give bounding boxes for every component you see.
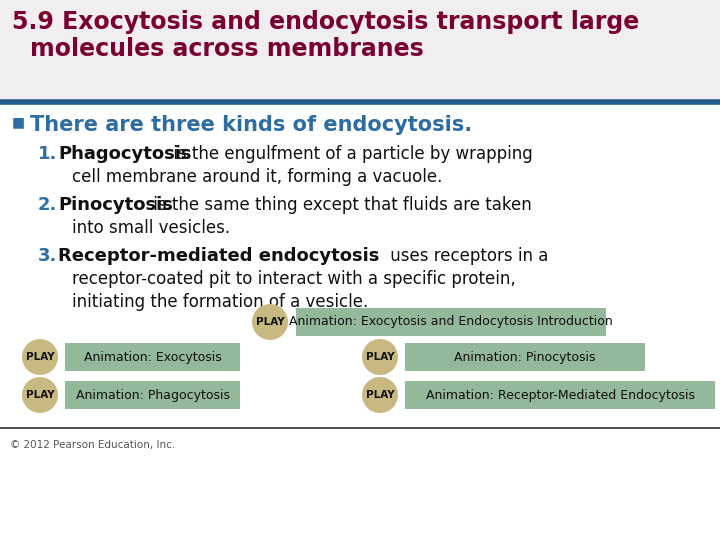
Text: PLAY: PLAY: [366, 352, 395, 362]
Text: is the engulfment of a particle by wrapping: is the engulfment of a particle by wrapp…: [168, 145, 533, 163]
Text: Animation: Exocytosis: Animation: Exocytosis: [84, 350, 221, 363]
Text: © 2012 Pearson Education, Inc.: © 2012 Pearson Education, Inc.: [10, 440, 175, 450]
Text: Animation: Receptor-Mediated Endocytosis: Animation: Receptor-Mediated Endocytosis: [426, 388, 695, 402]
Ellipse shape: [252, 304, 288, 340]
Text: Phagocytosis: Phagocytosis: [58, 145, 192, 163]
FancyBboxPatch shape: [405, 343, 645, 371]
FancyBboxPatch shape: [65, 343, 240, 371]
Text: PLAY: PLAY: [366, 390, 395, 400]
FancyBboxPatch shape: [405, 381, 715, 409]
Text: ■: ■: [12, 115, 25, 129]
Text: molecules across membranes: molecules across membranes: [30, 37, 424, 61]
FancyBboxPatch shape: [296, 308, 606, 336]
Text: PLAY: PLAY: [256, 317, 284, 327]
Text: into small vesicles.: into small vesicles.: [72, 219, 230, 237]
Text: cell membrane around it, forming a vacuole.: cell membrane around it, forming a vacuo…: [72, 168, 442, 186]
Text: Receptor-mediated endocytosis: Receptor-mediated endocytosis: [58, 247, 379, 265]
Text: 5.9 Exocytosis and endocytosis transport large: 5.9 Exocytosis and endocytosis transport…: [12, 10, 639, 34]
Text: 1.: 1.: [38, 145, 58, 163]
FancyBboxPatch shape: [65, 381, 240, 409]
Text: is the same thing except that fluids are taken: is the same thing except that fluids are…: [148, 196, 532, 214]
FancyBboxPatch shape: [0, 0, 720, 100]
Ellipse shape: [22, 377, 58, 413]
Text: PLAY: PLAY: [26, 390, 54, 400]
Text: Pinocytosis: Pinocytosis: [58, 196, 173, 214]
Text: PLAY: PLAY: [26, 352, 54, 362]
Text: receptor-coated pit to interact with a specific protein,: receptor-coated pit to interact with a s…: [72, 270, 516, 288]
Text: There are three kinds of endocytosis.: There are three kinds of endocytosis.: [30, 115, 472, 135]
Text: Animation: Phagocytosis: Animation: Phagocytosis: [76, 388, 230, 402]
Text: Animation: Exocytosis and Endocytosis Introduction: Animation: Exocytosis and Endocytosis In…: [289, 315, 613, 328]
Ellipse shape: [362, 339, 398, 375]
Text: initiating the formation of a vesicle.: initiating the formation of a vesicle.: [72, 293, 368, 311]
Text: 2.: 2.: [38, 196, 58, 214]
Text: Animation: Pinocytosis: Animation: Pinocytosis: [454, 350, 595, 363]
Text: 3.: 3.: [38, 247, 58, 265]
Text: uses receptors in a: uses receptors in a: [385, 247, 549, 265]
Ellipse shape: [22, 339, 58, 375]
Ellipse shape: [362, 377, 398, 413]
